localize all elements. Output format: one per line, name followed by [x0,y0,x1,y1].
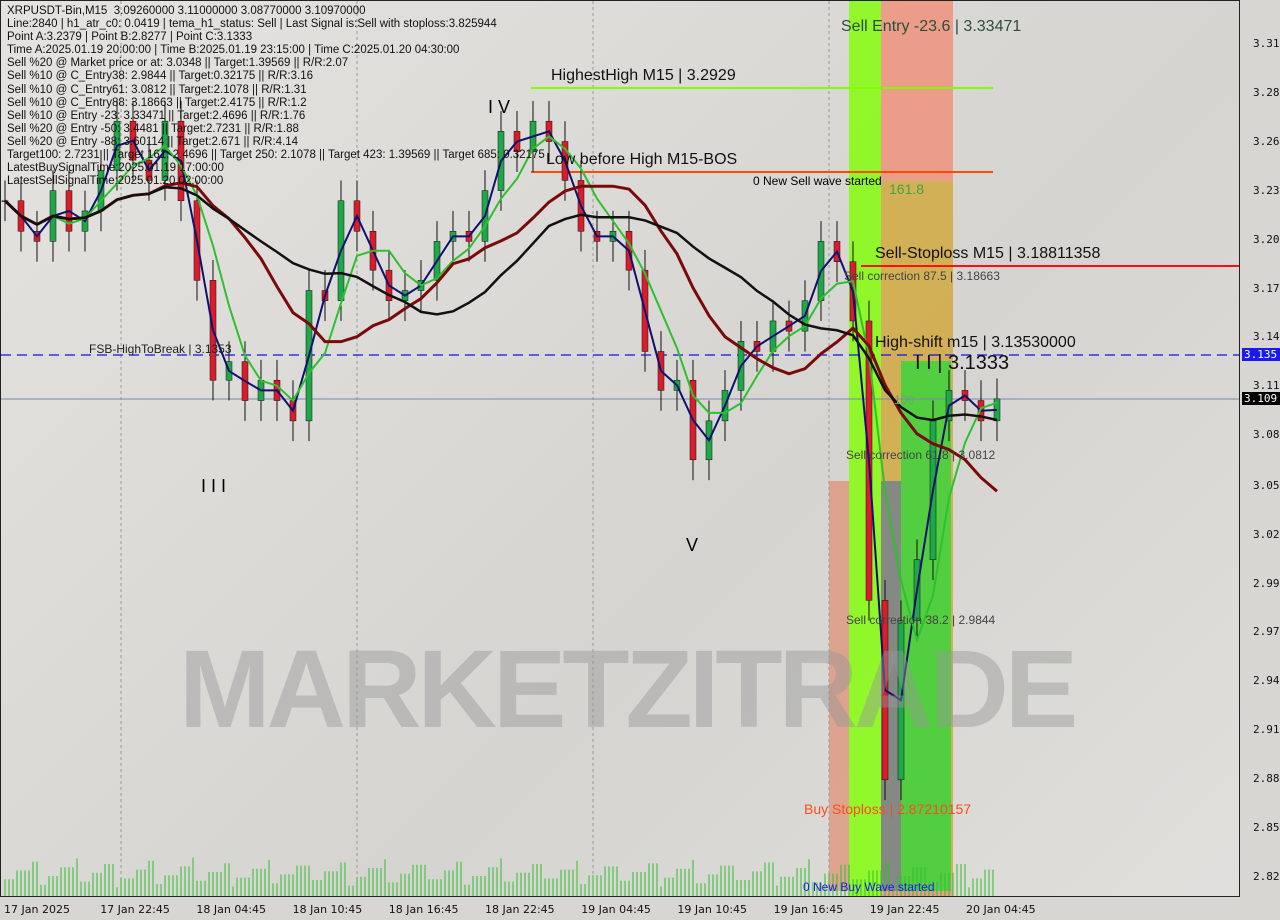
sell-entry-label: Sell Entry -23.6 | 3.33471 [841,18,1022,35]
low-before-high-label: Low before High M15-BOS [546,151,738,168]
info-line: Sell %10 @ C_Entry88: 3.18663 || Target:… [7,96,307,109]
price-axis[interactable]: 3.135 3.109 3.318 3.289 3.260 3.231 3.202 3.1… [1241,0,1280,897]
x-tick-label: 18 Jan 04:45 [196,903,267,916]
info-line: Time A:2025.01.19 20:00:00 | Time B:2025… [7,44,460,57]
info-panel: XRPUSDT-Bin,M15 3.09260000 3.11000000 3.… [7,5,545,188]
highest-high-label: HighestHigh M15 | 3.2929 [551,67,736,84]
y-tick-label: 3.289 [1253,86,1280,100]
high-shift-label: High-shift m15 | 3.13530000 [875,334,1076,351]
wave-5-label: V [686,535,699,555]
y-tick-label: 3.087 [1253,428,1280,442]
x-tick-label: 19 Jan 16:45 [773,903,844,916]
y-tick-label: 2.826 [1253,870,1280,883]
ma-long-line [4,185,998,422]
y-tick-label: 3.260 [1253,135,1280,149]
info-line: Point A:3.2379 | Point B:2.8277 | Point … [7,31,253,44]
ma-fast-line [4,130,998,702]
info-line: Line:2840 | h1_atr_c0: 0.0419 | tema_h1_… [7,18,497,31]
info-line: Sell %20 @ Entry -88: 3.60114 || Target:… [7,135,299,148]
orange-zone-band [829,481,849,891]
x-tick-label: 17 Jan 2025 [4,903,70,916]
y-tick-label: 3.116 [1253,379,1280,392]
y-tick-label: 3.057 [1253,478,1280,492]
y-tick-label: 3.028 [1253,527,1280,541]
high-shift-price-tag: 3.135 [1242,348,1280,361]
x-tick-label: 19 Jan 04:45 [581,903,651,916]
ma-mid-line [4,135,998,644]
y-tick-label: 3.318 [1253,37,1280,50]
new-buy-wave-label: 0 New Buy Wave started [803,880,935,894]
y-tick-label: 2.999 [1253,577,1280,591]
info-line: XRPUSDT-Bin,M15 3.09260000 3.11000000 3.… [7,5,366,17]
time-axis[interactable]: 17 Jan 2025 17 Jan 22:45 18 Jan 04:45 18 Ja… [0,898,1240,920]
watermark: MARKETZITRADE [179,628,1078,751]
sell-correction-618-label: Sell correction 61.8 | 3.0812 [846,448,996,462]
info-line: Sell %10 @ C_Entry61: 3.0812 || Target:2… [7,83,307,96]
buy-stoploss-label: Buy Stoploss | 2.87210157 [804,801,972,817]
last-price-tag: 3.109 [1242,392,1280,405]
x-tick-label: 18 Jan 16:45 [388,903,459,916]
sell-stoploss-label: Sell-Stoploss M15 | 3.18811358 [875,245,1101,262]
point-c-label: I I | 3.1333 [915,352,1010,374]
y-tick-label: 2.884 [1253,771,1280,785]
x-tick-label: 17 Jan 22:45 [100,903,170,916]
info-line: LatestBuySignalTime:2025.01.19 17:00:00 [7,162,224,175]
info-line: Sell %10 @ C_Entry38: 2.9844 || Target:0… [7,70,313,83]
gray-zone-band [881,481,901,891]
wave-3-label: I I I [201,476,227,496]
y-tick-label: 3.202 [1253,233,1280,247]
candlestick-chart [1,1,1239,896]
x-tick-label: 18 Jan 22:45 [485,903,555,916]
x-tick-label: 18 Jan 10:45 [292,903,363,916]
x-tick-label: 20 Jan 04:45 [966,903,1036,916]
y-tick-label: 2.855 [1253,820,1280,834]
y-tick-label: 3.145 [1253,329,1280,343]
y-tick-label: 3.173 [1253,282,1280,296]
fib-100-label: 100 [894,393,915,407]
wave-4-label: I V [488,97,511,117]
info-line: Target100: 2.7231 || Target 161: 2.4696 … [7,149,545,162]
y-tick-label: 2.971 [1253,624,1280,638]
x-tick-label: 19 Jan 22:45 [869,903,940,916]
y-tick-label: 2.942 [1253,673,1280,687]
ma-slow-line [3,181,998,493]
info-line: Sell %20 @ Entry -50: 3.4481 || Target:2… [7,122,299,135]
info-line: LatestSellSignalTime:2025.01.20 02:00:00 [7,175,224,188]
x-tick-label: 19 Jan 10:45 [677,903,748,916]
info-line: Sell %10 @ Entry -23: 3.33471 || Target:… [7,109,306,122]
sell-correction-875-label: Sell correction 87.5 | 3.18663 [844,269,1000,283]
new-sell-wave-label: 0 New Sell wave started [753,174,882,188]
chart-plot-area[interactable]: MARKETZITRADE XRPUSDT-Bin,M15 3.09260000… [0,0,1240,897]
buy-zone-band [849,1,881,896]
sell-correction-382-label: Sell correction 38.2 | 2.9844 [846,613,996,627]
y-tick-label: 2.913 [1253,722,1280,736]
info-line: Sell %20 @ Market price or at: 3.0348 ||… [7,57,349,70]
green-zone-band [901,361,951,891]
fsb-high-to-break-label: FSB-HighToBreak | 3.1353 [89,342,232,356]
fib-161-label: 161.8 [889,181,925,197]
y-tick-label: 3.231 [1253,184,1280,198]
